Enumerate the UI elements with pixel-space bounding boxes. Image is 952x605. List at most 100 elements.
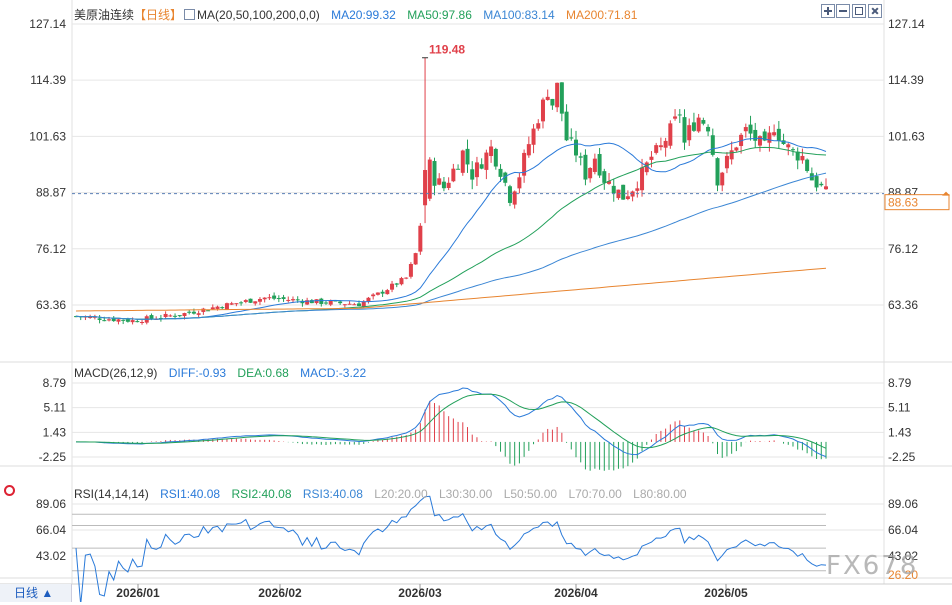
candle-body	[102, 320, 107, 322]
candle-body	[640, 167, 645, 191]
candle-body	[715, 158, 720, 186]
candle-body	[267, 297, 272, 299]
candle-body	[163, 313, 168, 318]
diff-line	[75, 387, 827, 458]
watermark-logo: FX678	[826, 551, 919, 581]
x-tick-label: 2026/04	[554, 586, 598, 600]
candle-body	[328, 300, 333, 305]
ma200-value: MA200:71.81	[565, 8, 638, 22]
candle-body	[130, 320, 135, 323]
candle-body	[111, 317, 116, 322]
candle-body	[116, 319, 121, 322]
dea-line	[76, 393, 827, 449]
candle-body	[772, 132, 777, 136]
candle-body	[390, 283, 395, 290]
candle-body	[413, 253, 418, 265]
candle-body	[168, 315, 173, 317]
price-y-tick-left: 88.87	[36, 186, 66, 200]
candle-body	[342, 304, 347, 306]
ma50-value: MA50:97.86	[407, 8, 472, 22]
candle-body	[470, 169, 475, 180]
candle-body	[366, 297, 371, 302]
price-y-tick-left: 76.12	[36, 242, 66, 256]
macd-histogram	[80, 400, 827, 471]
candle-body	[602, 171, 607, 183]
candle-body	[88, 316, 93, 319]
period-selector-button[interactable]: 日线 ▲	[0, 584, 72, 602]
candles-group	[74, 57, 828, 325]
candle-body	[394, 283, 399, 285]
candle-body	[805, 159, 810, 172]
ma-settings-icon[interactable]	[184, 9, 196, 20]
ma200-line	[75, 267, 827, 312]
candle-body	[569, 137, 574, 139]
candle-body	[210, 307, 215, 310]
candle-body	[687, 125, 692, 141]
candle-body	[677, 114, 682, 116]
candle-body	[564, 111, 569, 141]
x-tick-label: 2026/03	[398, 586, 442, 600]
candle-body	[776, 128, 781, 141]
candle-body	[408, 263, 413, 277]
candle-body	[658, 145, 663, 148]
maximize-button[interactable]	[852, 4, 866, 18]
candle-body	[423, 170, 428, 206]
candle-body	[507, 186, 512, 203]
candle-body	[248, 298, 253, 303]
zoom-in-button[interactable]	[821, 4, 835, 18]
candle-body	[550, 98, 555, 106]
price-y-tick-left: 101.63	[29, 129, 66, 143]
price-y-tick-left: 63.36	[36, 298, 66, 312]
candle-body	[819, 183, 824, 186]
candle-body	[574, 139, 578, 156]
candle-body	[375, 292, 380, 295]
candle-body	[540, 99, 545, 122]
candle-body	[748, 124, 753, 134]
ma20-line	[75, 137, 827, 320]
zoom-out-button[interactable]	[836, 4, 850, 18]
candle-body	[673, 116, 678, 119]
last-price-label: 88.63	[888, 196, 918, 210]
indicator-settings-icon[interactable]	[4, 485, 15, 496]
candle-body	[592, 158, 597, 172]
candle-body	[215, 306, 220, 309]
candle-body	[512, 191, 517, 205]
high-annotation: 119.48	[429, 43, 465, 57]
macd-y-tick-right: -2.25	[888, 450, 916, 464]
candle-body	[281, 297, 286, 299]
macd-y-tick-left: -2.25	[39, 450, 67, 464]
candle-body	[276, 298, 281, 300]
rsi-y-tick-right: 26.20	[888, 568, 918, 582]
candle-body	[92, 316, 97, 318]
rsi-y-tick-right: 66.04	[888, 523, 918, 537]
candle-body	[479, 164, 484, 169]
ma100-value: MA100:83.14	[483, 8, 555, 22]
rsi-label: RSI(14,14,14)	[74, 487, 149, 501]
candle-body	[493, 148, 498, 167]
close-button[interactable]	[868, 4, 882, 18]
diff-value: DIFF:-0.93	[168, 366, 227, 380]
candle-body	[795, 151, 800, 161]
candle-body	[734, 147, 739, 151]
candle-body	[441, 181, 446, 189]
candle-body	[224, 303, 229, 310]
macd-y-tick-right: 8.79	[888, 376, 912, 390]
candle-body	[724, 155, 729, 169]
last-price-arrow-icon	[942, 191, 950, 196]
candle-body	[257, 298, 262, 302]
candle-body	[668, 123, 673, 146]
symbol-label: 美原油连续	[74, 8, 135, 22]
candle-body	[559, 82, 564, 114]
candle-body	[824, 186, 828, 190]
rsi-y-tick-left: 66.04	[36, 523, 66, 537]
price-y-tick-right: 63.36	[888, 298, 918, 312]
l20-value: L20:20.00	[374, 487, 428, 501]
rsi2-value: RSI2:40.08	[231, 487, 292, 501]
candle-body	[357, 303, 362, 307]
candle-body	[158, 317, 163, 319]
candle-body	[611, 185, 616, 194]
candle-body	[173, 315, 178, 317]
candle-body	[272, 295, 277, 299]
